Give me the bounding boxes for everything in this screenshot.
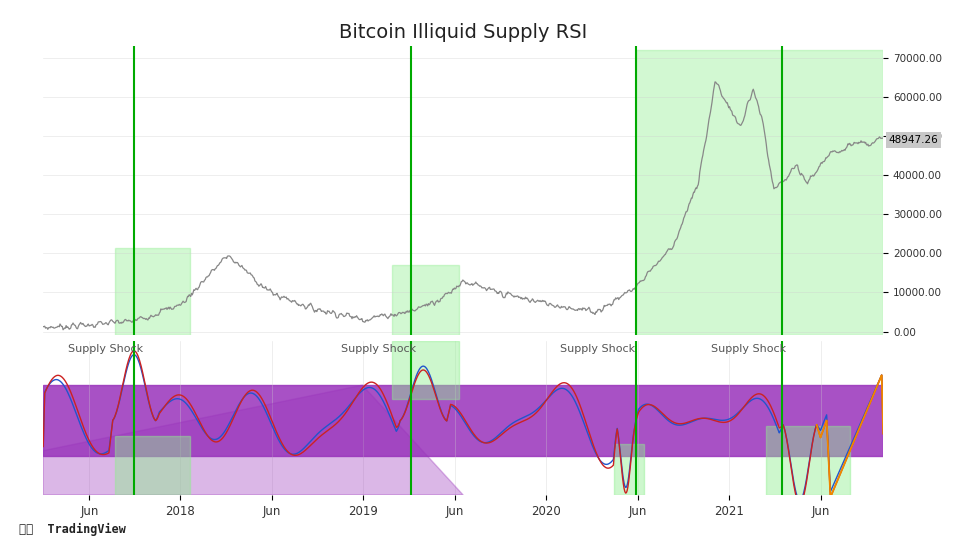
Bar xyxy=(392,341,459,399)
Title: Bitcoin Illiquid Supply RSI: Bitcoin Illiquid Supply RSI xyxy=(339,23,588,42)
Text: 🅃🅅  TradingView: 🅃🅅 TradingView xyxy=(19,523,126,536)
Bar xyxy=(114,437,190,495)
Bar xyxy=(614,444,644,495)
Text: Supply Shock: Supply Shock xyxy=(711,344,786,353)
Text: 48947.26: 48947.26 xyxy=(889,135,939,145)
Text: Supply Shock: Supply Shock xyxy=(560,344,635,353)
Bar xyxy=(114,248,190,335)
Bar xyxy=(43,385,883,457)
Text: Supply Shock: Supply Shock xyxy=(342,344,417,353)
Bar xyxy=(766,426,850,495)
Bar xyxy=(392,266,459,335)
Bar xyxy=(636,50,883,335)
Polygon shape xyxy=(43,385,463,495)
Text: Supply Shock: Supply Shock xyxy=(68,344,144,353)
